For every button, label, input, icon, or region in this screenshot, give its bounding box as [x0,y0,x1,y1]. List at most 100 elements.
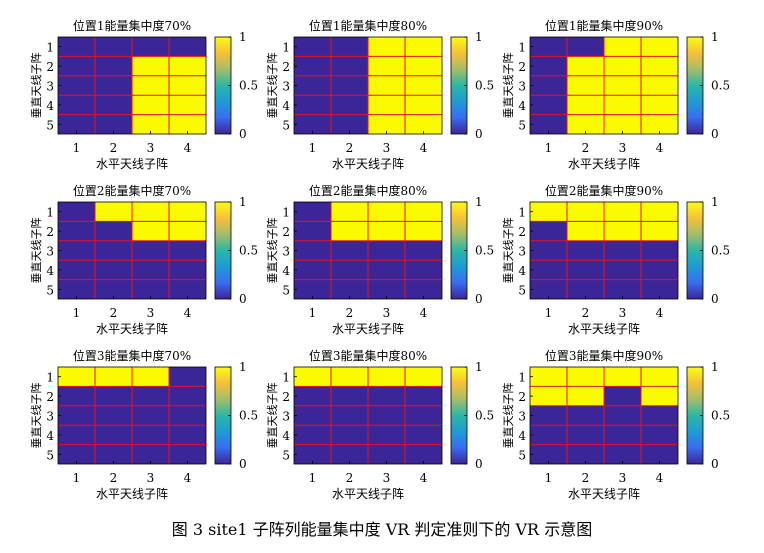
heatmap-cell [95,405,132,426]
heatmap-cell [58,279,95,299]
x-axis-label: 水平天线子阵 [96,322,168,336]
heatmap-cell [530,386,567,406]
heatmap-cell [58,37,95,57]
y-axis-label: 垂直天线子阵 [265,53,279,119]
heatmap-cell [405,95,442,115]
y-tick-label: 1 [282,41,290,55]
y-tick-label: 3 [518,245,526,259]
heatmap-cell [567,425,604,445]
y-tick-label: 5 [518,118,526,132]
heatmap-cell [132,279,169,299]
x-tick-label: 3 [619,471,627,485]
heatmap-cell [294,37,331,57]
heatmap-cell [641,202,678,222]
heatmap-cell [58,95,95,115]
heatmap-cell [132,221,169,241]
heatmap-cell [169,444,206,464]
colorbar-tick-label: 0.5 [711,409,730,423]
heatmap-cell [132,95,169,115]
heatmap-cell [58,75,95,96]
heatmap-cell [604,221,641,241]
heatmap-cell [95,75,132,96]
heatmap-cell [331,260,368,280]
y-tick-label: 1 [46,371,54,385]
heatmap-cell [604,279,641,299]
colorbar-tick-label: 0.5 [239,409,258,423]
heatmap-cell [530,260,567,280]
colorbar-tick-label: 0.5 [239,79,258,93]
x-tick-label: 4 [184,306,192,320]
heatmap-cell [405,240,442,261]
colorbar-tick-label: 1 [711,30,719,44]
heatmap-cell [95,202,132,222]
x-tick-label: 1 [545,471,553,485]
heatmap-cell [641,367,678,387]
heatmap-cell [368,279,405,299]
x-tick-label: 1 [545,141,553,155]
heatmap-cell [530,367,567,387]
heatmap-cell [294,260,331,280]
heatmap-cell [530,425,567,445]
colorbar-tick-label: 0 [475,292,483,306]
panel-title: 位置1能量集中度80% [309,18,427,33]
heatmap-cell [641,221,678,241]
panel-title: 位置2能量集中度90% [545,183,663,198]
y-axis-label: 垂直天线子阵 [265,218,279,284]
x-tick-label: 1 [73,141,81,155]
colorbar-tick-label: 1 [239,360,247,374]
y-axis-label: 垂直天线子阵 [29,218,43,284]
heatmap-cell [567,56,604,76]
heatmap-cell [169,37,206,57]
y-tick-label: 4 [46,264,54,278]
x-tick-label: 3 [383,471,391,485]
heatmap-cell [58,425,95,445]
heatmap-cell [58,260,95,280]
heatmap-cell [95,260,132,280]
heatmap-cell [58,367,95,387]
heatmap-cell [530,75,567,96]
heatmap-cell [530,95,567,115]
heatmap-cell [169,95,206,115]
heatmap-cell [294,202,331,222]
heatmap-cell [331,386,368,406]
heatmap-cell [169,279,206,299]
heatmap-cell [331,425,368,445]
heatmap-cell [169,260,206,280]
colorbar-tick-label: 0 [711,457,719,471]
heatmap-cell [132,405,169,426]
x-tick-label: 2 [346,141,354,155]
y-axis-label: 垂直天线子阵 [29,383,43,449]
y-tick-label: 3 [282,80,290,94]
heatmap-cell [604,37,641,57]
x-tick-label: 2 [110,306,118,320]
heatmap-cell [95,56,132,76]
heatmap-cell [169,202,206,222]
heatmap-cell [368,75,405,96]
y-tick-label: 4 [282,99,290,113]
y-tick-label: 2 [46,225,54,239]
heatmap-cell [294,279,331,299]
y-tick-label: 2 [282,60,290,74]
x-axis-label: 水平天线子阵 [568,322,640,336]
heatmap-cell [604,444,641,464]
heatmap-cell [331,95,368,115]
heatmap-cell [567,260,604,280]
heatmap-cell [405,405,442,426]
heatmap-cell [567,75,604,96]
heatmap-cell [169,405,206,426]
y-tick-label: 3 [282,245,290,259]
x-tick-label: 4 [184,141,192,155]
heatmap-cell [641,425,678,445]
heatmap-cell [132,114,169,134]
heatmap-cell [604,405,641,426]
heatmap-cell [641,56,678,76]
heatmap-cell [530,202,567,222]
y-tick-label: 2 [282,225,290,239]
x-tick-label: 3 [619,306,627,320]
colorbar-tick-label: 0 [475,127,483,141]
panel-title: 位置2能量集中度70% [73,183,191,198]
heatmap-cell [567,240,604,261]
